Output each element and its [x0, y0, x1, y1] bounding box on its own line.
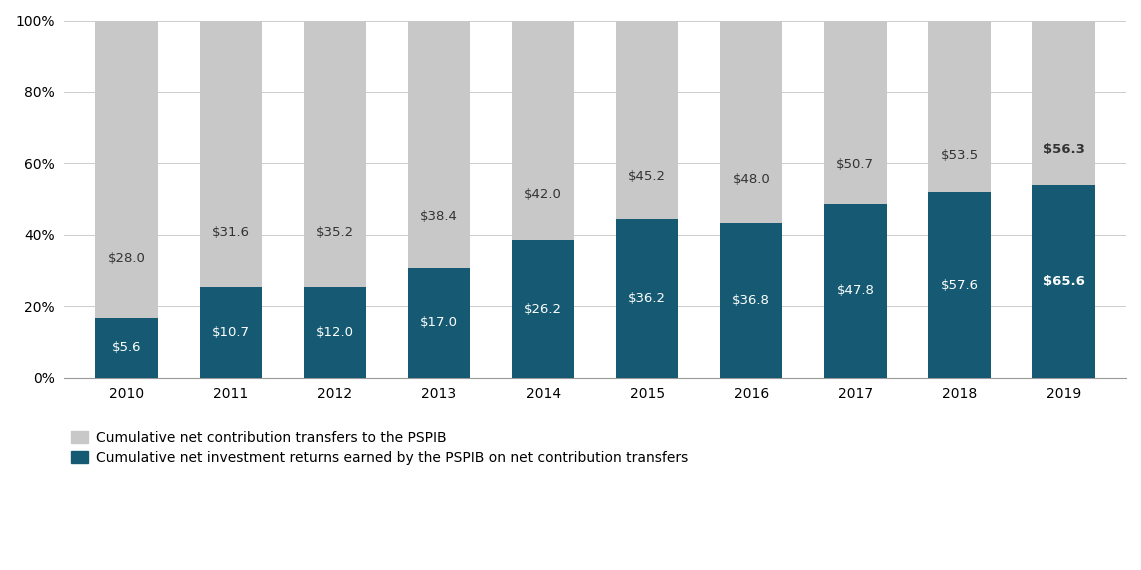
Bar: [96, 318, 157, 378]
Text: $31.6: $31.6: [212, 226, 250, 239]
Text: $36.2: $36.2: [629, 292, 666, 305]
Text: $56.3: $56.3: [1043, 142, 1084, 156]
Text: $48.0: $48.0: [733, 173, 770, 186]
Text: $45.2: $45.2: [629, 170, 666, 183]
Bar: [616, 21, 679, 219]
Text: $35.2: $35.2: [316, 226, 354, 239]
Bar: [929, 21, 990, 193]
Bar: [407, 268, 470, 378]
Text: $57.6: $57.6: [940, 279, 979, 292]
Bar: [96, 21, 157, 318]
Bar: [304, 21, 366, 287]
Bar: [929, 193, 990, 378]
Text: $65.6: $65.6: [1043, 275, 1084, 288]
Bar: [616, 219, 679, 378]
Text: $17.0: $17.0: [420, 316, 458, 329]
Legend: Cumulative net contribution transfers to the PSPIB, Cumulative net investment re: Cumulative net contribution transfers to…: [71, 431, 688, 465]
Bar: [200, 21, 262, 287]
Text: $38.4: $38.4: [420, 210, 458, 223]
Bar: [512, 21, 574, 241]
Text: $12.0: $12.0: [316, 325, 354, 339]
Bar: [720, 21, 783, 223]
Text: $53.5: $53.5: [940, 149, 979, 161]
Text: $26.2: $26.2: [524, 303, 563, 316]
Bar: [1033, 185, 1094, 378]
Text: $5.6: $5.6: [112, 341, 141, 355]
Bar: [1033, 21, 1094, 185]
Bar: [512, 241, 574, 378]
Text: $47.8: $47.8: [836, 284, 874, 298]
Text: $36.8: $36.8: [733, 294, 770, 307]
Text: $42.0: $42.0: [524, 188, 563, 201]
Bar: [200, 287, 262, 378]
Text: $50.7: $50.7: [836, 158, 874, 171]
Text: $28.0: $28.0: [107, 251, 146, 264]
Bar: [304, 287, 366, 378]
Bar: [407, 21, 470, 268]
Text: $10.7: $10.7: [212, 326, 250, 339]
Bar: [824, 204, 887, 378]
Bar: [824, 21, 887, 204]
Bar: [720, 223, 783, 378]
